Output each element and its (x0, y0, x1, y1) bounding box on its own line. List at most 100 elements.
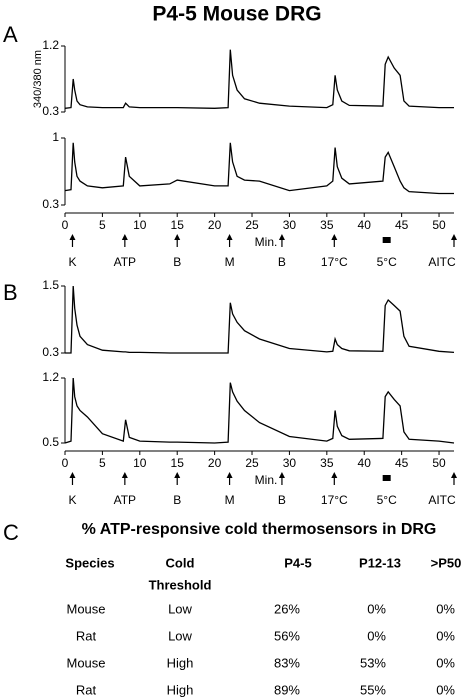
y-tick-label: 0.3 (42, 345, 59, 359)
x-tick-label: 0 (62, 456, 69, 470)
table-header: >P50 (431, 555, 462, 570)
table-cell: 55% (360, 682, 386, 697)
stimulus-label: AITC (428, 493, 456, 507)
table-cell: High (167, 655, 194, 670)
table-cell: 26% (274, 601, 300, 616)
panel-label: A (3, 22, 18, 47)
x-tick-label: 50 (432, 218, 446, 232)
x-tick-label: 20 (208, 456, 222, 470)
stimulus-label: 17°C (321, 493, 348, 507)
y-tick-label: 0.3 (42, 104, 59, 118)
stimulus-arrowhead (451, 472, 457, 478)
stimulus-label: B (173, 493, 181, 507)
table-cell: 0% (436, 628, 455, 643)
stimulus-arrowhead (174, 472, 181, 478)
stimulus-label: K (68, 493, 76, 507)
table-cell: Low (168, 628, 192, 643)
figure-title: P4-5 Mouse DRG (152, 3, 321, 26)
stimulus-label: ATP (114, 255, 136, 269)
stimulus-label: AITC (428, 255, 456, 269)
y-tick-label: 0.5 (42, 435, 59, 449)
stimulus-bar (382, 237, 391, 243)
stimulus-arrowhead (278, 472, 285, 478)
stimulus-arrowhead (69, 472, 76, 478)
table-cell: 0% (367, 601, 386, 616)
table-cell: 83% (274, 655, 300, 670)
x-tick-label: 45 (395, 218, 409, 232)
table-header: P4-5 (284, 555, 311, 570)
stimulus-label: B (278, 493, 286, 507)
x-tick-label: 25 (245, 456, 259, 470)
x-tick-label: 40 (358, 456, 372, 470)
x-axis-label: Min. (255, 473, 278, 487)
y-axis-label: 340/380 nm (32, 50, 44, 108)
panel-label: C (3, 520, 19, 545)
stimulus-bar (382, 475, 391, 481)
x-tick-label: 5 (99, 456, 106, 470)
table-cell: 0% (436, 601, 455, 616)
stimulus-arrowhead (451, 234, 457, 240)
stimulus-label: 5°C (377, 255, 397, 269)
stimulus-arrowhead (121, 234, 128, 240)
trace (64, 377, 455, 444)
stimulus-arrowhead (278, 234, 285, 240)
stimulus-label: ATP (114, 493, 136, 507)
stimulus-arrowhead (121, 472, 128, 478)
y-tick-label: 1.5 (42, 278, 59, 292)
x-tick-label: 5 (99, 218, 106, 232)
stimulus-label: B (278, 255, 286, 269)
stimulus-label: M (225, 255, 235, 269)
table-cell: 0% (367, 628, 386, 643)
stimulus-label: B (173, 255, 181, 269)
x-tick-label: 35 (320, 456, 334, 470)
x-tick-label: 50 (432, 456, 446, 470)
x-tick-label: 20 (208, 218, 222, 232)
table-cell: Mouse (66, 601, 105, 616)
x-tick-label: 25 (245, 218, 259, 232)
stimulus-label: M (225, 493, 235, 507)
x-axis-label: Min. (255, 235, 278, 249)
y-tick-label: 1 (52, 130, 59, 144)
table-header: Cold (166, 555, 195, 570)
y-tick-label: 1.2 (42, 370, 59, 384)
stimulus-label: K (68, 255, 76, 269)
table-cell: 53% (360, 655, 386, 670)
stimulus-arrowhead (69, 234, 76, 240)
stimulus-arrowhead (226, 234, 233, 240)
table-title: % ATP-responsive cold thermosensors in D… (82, 521, 437, 538)
stimulus-arrowhead (331, 472, 338, 478)
x-tick-label: 30 (283, 218, 297, 232)
y-tick-label: 0.3 (42, 197, 59, 211)
trace (64, 49, 454, 109)
table-cell: Rat (76, 628, 97, 643)
x-tick-label: 10 (133, 218, 147, 232)
stimulus-arrowhead (226, 472, 233, 478)
stimulus-label: 17°C (321, 255, 348, 269)
x-tick-label: 40 (358, 218, 372, 232)
y-tick-label: 1.2 (42, 38, 59, 52)
table-header: Threshold (149, 577, 212, 592)
panel-label: B (3, 280, 18, 305)
stimulus-arrowhead (331, 234, 338, 240)
table-cell: 0% (436, 655, 455, 670)
x-tick-label: 15 (171, 218, 185, 232)
x-tick-label: 10 (133, 456, 147, 470)
x-tick-label: 15 (171, 456, 185, 470)
trace (64, 142, 454, 195)
table-cell: Low (168, 601, 192, 616)
table-cell: 0% (436, 682, 455, 697)
table-header: Species (65, 555, 114, 570)
table-header: P12-13 (359, 555, 401, 570)
stimulus-arrowhead (174, 234, 181, 240)
x-tick-label: 30 (283, 456, 297, 470)
x-tick-label: 35 (320, 218, 334, 232)
table-cell: High (167, 682, 194, 697)
x-tick-label: 0 (62, 218, 69, 232)
table-cell: Rat (76, 682, 97, 697)
stimulus-label: 5°C (377, 493, 397, 507)
x-tick-label: 45 (395, 456, 409, 470)
table-cell: Mouse (66, 655, 105, 670)
trace (65, 285, 455, 354)
table-cell: 89% (274, 682, 300, 697)
